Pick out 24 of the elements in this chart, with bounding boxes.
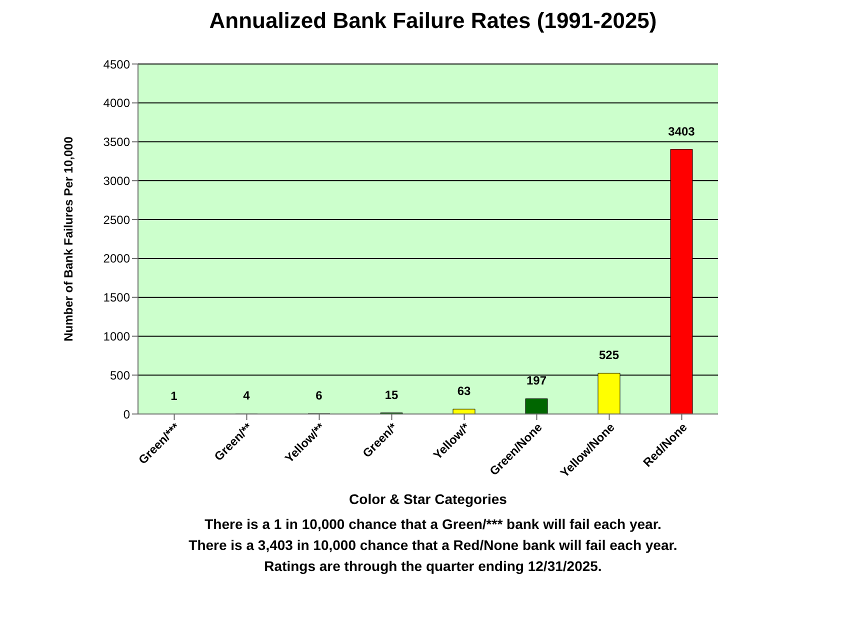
y-axis-title: Number of Bank Failures Per 10,000 xyxy=(61,136,76,342)
text: Ratings are through the quarter ending 12/31/2025. xyxy=(263,557,603,576)
text: There is a 3,403 in 10,000 chance that a Red/None bank will fail each year. xyxy=(188,536,678,555)
data-label: 525 xyxy=(598,348,620,362)
y-tick-label: 1500 xyxy=(103,290,130,305)
y-tick-label: 1000 xyxy=(103,329,130,344)
data-label: 197 xyxy=(526,374,547,388)
y-tick-label: 2000 xyxy=(103,252,130,266)
data-label: 4 xyxy=(243,388,250,403)
data-label: 6 xyxy=(316,388,323,403)
data-label: 3403 xyxy=(668,124,696,138)
x-axis-title: Color & Star Categories xyxy=(349,491,508,507)
y-tick-label: 3500 xyxy=(103,135,130,150)
chart-title: Annualized Bank Failure Rates (1991-2025) xyxy=(208,8,658,34)
y-tick-label: 4500 xyxy=(103,57,130,72)
y-tick-label: 3000 xyxy=(103,174,130,188)
data-label: 63 xyxy=(457,384,471,398)
y-tick-label: 500 xyxy=(110,368,130,382)
data-label: 15 xyxy=(384,388,398,402)
y-tick-label: 2500 xyxy=(103,212,130,227)
data-label: 1 xyxy=(170,388,178,403)
y-tick-label: 0 xyxy=(123,407,130,422)
y-tick-label: 4000 xyxy=(103,96,130,110)
text: There is a 1 in 10,000 chance that a Green/*** bank will fail each year. xyxy=(204,515,662,534)
